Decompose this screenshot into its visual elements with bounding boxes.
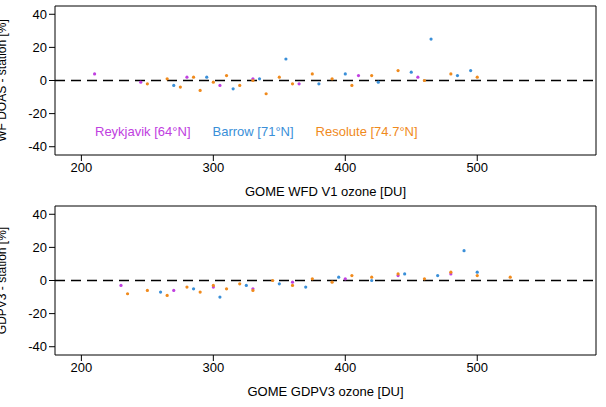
svg-text:500: 500 xyxy=(466,360,488,375)
svg-text:400: 400 xyxy=(334,160,356,175)
html-text:Reykjavik [64°N]: Reykjavik [64°N] xyxy=(95,124,191,139)
svg-text:300: 300 xyxy=(202,360,224,375)
svg-text:40: 40 xyxy=(33,207,47,222)
svg-text:GOME GDPV3 ozone [DU]: GOME GDPV3 ozone [DU] xyxy=(247,384,403,399)
svg-text:500: 500 xyxy=(466,160,488,175)
svg-text:-40: -40 xyxy=(28,139,47,154)
svg-text:400: 400 xyxy=(334,360,356,375)
svg-text:200: 200 xyxy=(71,160,93,175)
svg-text:WF DOAS - station [%]: WF DOAS - station [%] xyxy=(8,19,9,142)
svg-text:-40: -40 xyxy=(28,339,47,354)
html-text:Barrow [71°N]: Barrow [71°N] xyxy=(212,124,294,139)
svg-text:300: 300 xyxy=(202,160,224,175)
svg-text:20: 20 xyxy=(33,40,47,55)
html-text:Resolute [74.7°N]: Resolute [74.7°N] xyxy=(315,124,418,139)
svg-text:-20: -20 xyxy=(28,306,47,321)
svg-text:-20: -20 xyxy=(28,106,47,121)
svg-text:20: 20 xyxy=(33,240,47,255)
svg-text:0: 0 xyxy=(40,73,47,88)
svg-text:40: 40 xyxy=(33,7,47,22)
svg-text:0: 0 xyxy=(40,273,47,288)
svg-text:GDPV3 - station [%]: GDPV3 - station [%] xyxy=(8,227,9,334)
svg-text:GOME WFD V1 ozone [DU]: GOME WFD V1 ozone [DU] xyxy=(245,184,406,199)
svg-text:200: 200 xyxy=(71,360,93,375)
